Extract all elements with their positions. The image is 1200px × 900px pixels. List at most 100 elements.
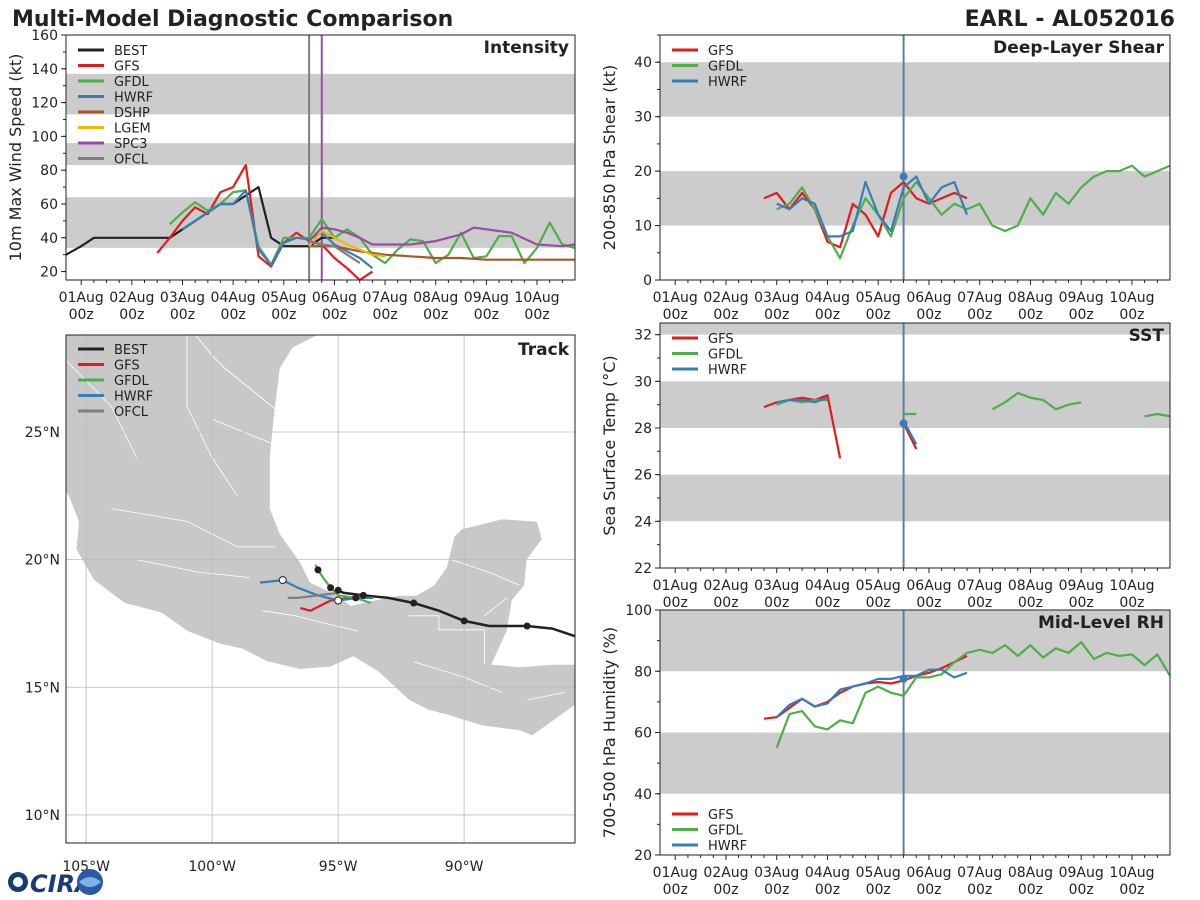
sst-xtick-date: 02Aug — [703, 578, 748, 594]
shear-xtick-date: 03Aug — [754, 290, 799, 306]
sst-series-gfdl-4 — [991, 391, 1082, 411]
rh-xtick-hour: 00z — [866, 882, 891, 898]
shear-xtick-hour: 00z — [1018, 307, 1043, 323]
shear-xtick-hour: 00z — [764, 307, 789, 323]
intensity-ylabel: 10m Max Wind Speed (kt) — [6, 54, 25, 262]
shear-frame — [659, 34, 1171, 281]
intensity-legend-label-hwrf: HWRF — [114, 91, 153, 106]
track-legend-label-best: BEST — [114, 343, 147, 358]
best-track-point — [523, 622, 531, 630]
logo-swirl-icon — [79, 877, 101, 887]
intensity-xtick-hour: 00z — [271, 307, 296, 323]
shear-legend-label-gfs: GFS — [708, 44, 734, 59]
intensity-xtick-hour: 00z — [524, 307, 549, 323]
logo-inner-icon — [13, 877, 23, 887]
rh-xtick-date: 05Aug — [856, 865, 901, 881]
state-border-11 — [527, 692, 565, 701]
intensity-legend-label-spc3: SPC3 — [114, 137, 147, 152]
sst-xtick-hour: 00z — [1069, 595, 1094, 611]
state-border-4 — [262, 610, 359, 632]
rh-xtick-date: 08Aug — [1008, 865, 1053, 881]
shear-xtick-date: 02Aug — [703, 290, 748, 306]
track-lat-label: 10°N — [25, 808, 60, 824]
rh-xtick-date: 04Aug — [805, 865, 850, 881]
track-legend-label-gfdl: GFDL — [114, 374, 150, 389]
intensity-ytick-label: 40 — [40, 231, 58, 247]
state-border-3 — [136, 559, 250, 578]
rh-series-group — [763, 641, 1170, 749]
sst-xtick-date: 09Aug — [1059, 578, 1104, 594]
sst-xtick-hour: 00z — [866, 595, 891, 611]
rh-legend-label-gfdl: GFDL — [708, 824, 744, 839]
track-lon-label: 100°W — [188, 859, 236, 875]
shear-ytick-label: 30 — [634, 110, 652, 126]
intensity-legend-label-dshp: DSHP — [114, 106, 150, 121]
cira-logo: CIRA — [8, 869, 103, 898]
shear-ytick-label: 40 — [634, 55, 652, 71]
track-line-ofcl — [287, 591, 339, 600]
best-track-point — [359, 591, 367, 599]
shear-xtick-date: 07Aug — [957, 290, 1002, 306]
rh-xtick-hour: 00z — [815, 882, 840, 898]
intensity-xtick-hour: 00z — [170, 307, 195, 323]
shear-xtick-date: 06Aug — [906, 290, 951, 306]
intensity-band-2 — [66, 73, 575, 115]
rh-legend-label-gfs: GFS — [708, 808, 734, 823]
model-track-point — [352, 594, 360, 602]
intensity-series-ofcl-7 — [308, 240, 361, 265]
rh-title: Mid-Level RH — [1038, 613, 1164, 633]
intensity-series-group — [66, 164, 575, 280]
sst-xtick-hour: 00z — [1119, 595, 1144, 611]
intensity-xtick-hour: 00z — [69, 307, 94, 323]
shear-panel: 01020304001Aug00z02Aug00z03Aug00z04Aug00… — [600, 34, 1171, 323]
rh-band-1 — [660, 610, 1170, 672]
rh-ytick-label: 20 — [634, 848, 652, 864]
intensity-legend-label-gfs: GFS — [114, 60, 140, 75]
rh-xtick-date: 06Aug — [906, 865, 951, 881]
rh-xtick-hour: 00z — [713, 882, 738, 898]
track-lat-label: 15°N — [25, 680, 60, 696]
best-track-point — [334, 586, 342, 594]
sst-panel: 22242628303201Aug00z02Aug00z03Aug00z04Au… — [600, 322, 1171, 611]
intensity-ytick-label: 100 — [31, 129, 58, 145]
sst-series-group — [763, 391, 1170, 459]
sst-frame — [659, 322, 1171, 569]
track-legend-label-hwrf: HWRF — [114, 390, 153, 405]
mexico-central-america-land — [66, 335, 575, 737]
intensity-ytick-label: 160 — [31, 28, 58, 44]
intensity-xtick-hour: 00z — [423, 307, 448, 323]
sst-ytick-label: 24 — [634, 514, 652, 530]
sst-xtick-hour: 00z — [663, 595, 688, 611]
intensity-legend-label-gfdl: GFDL — [114, 75, 150, 90]
rh-xtick-hour: 00z — [1119, 882, 1144, 898]
intensity-xtick-hour: 00z — [372, 307, 397, 323]
model-track-point — [278, 576, 287, 585]
rh-ytick-label: 60 — [634, 726, 652, 742]
intensity-xtick-date: 10Aug — [514, 290, 559, 306]
intensity-xtick-date: 09Aug — [464, 290, 509, 306]
usa-land — [194, 335, 319, 410]
intensity-xtick-date: 06Aug — [312, 290, 357, 306]
sst-xtick-hour: 00z — [815, 595, 840, 611]
rh-ylabel: 700-500 hPa Humidity (%) — [600, 627, 619, 838]
shear-xtick-date: 10Aug — [1109, 290, 1154, 306]
rh-init-marker — [899, 674, 908, 683]
sst-band-0 — [660, 474, 1170, 522]
intensity-xtick-date: 04Aug — [211, 290, 256, 306]
shear-xtick-date: 09Aug — [1059, 290, 1104, 306]
sst-legend-label-hwrf: HWRF — [708, 363, 747, 378]
track-lon-label: 105°W — [62, 859, 110, 875]
sst-series-gfs-1 — [902, 422, 918, 450]
shear-ylabel: 200-850 hPa Shear (kt) — [600, 65, 619, 251]
shear-xtick-date: 04Aug — [805, 290, 850, 306]
intensity-series-spc3-6 — [308, 226, 575, 248]
rh-band-0 — [660, 732, 1170, 794]
sst-xtick-hour: 00z — [916, 595, 941, 611]
best-track-point — [460, 617, 468, 625]
sst-ytick-label: 22 — [634, 561, 652, 577]
model-track-point — [334, 596, 343, 605]
shear-xtick-date: 08Aug — [1008, 290, 1053, 306]
sst-series-hwrf-6 — [776, 396, 828, 404]
shear-series-group — [763, 164, 1170, 260]
